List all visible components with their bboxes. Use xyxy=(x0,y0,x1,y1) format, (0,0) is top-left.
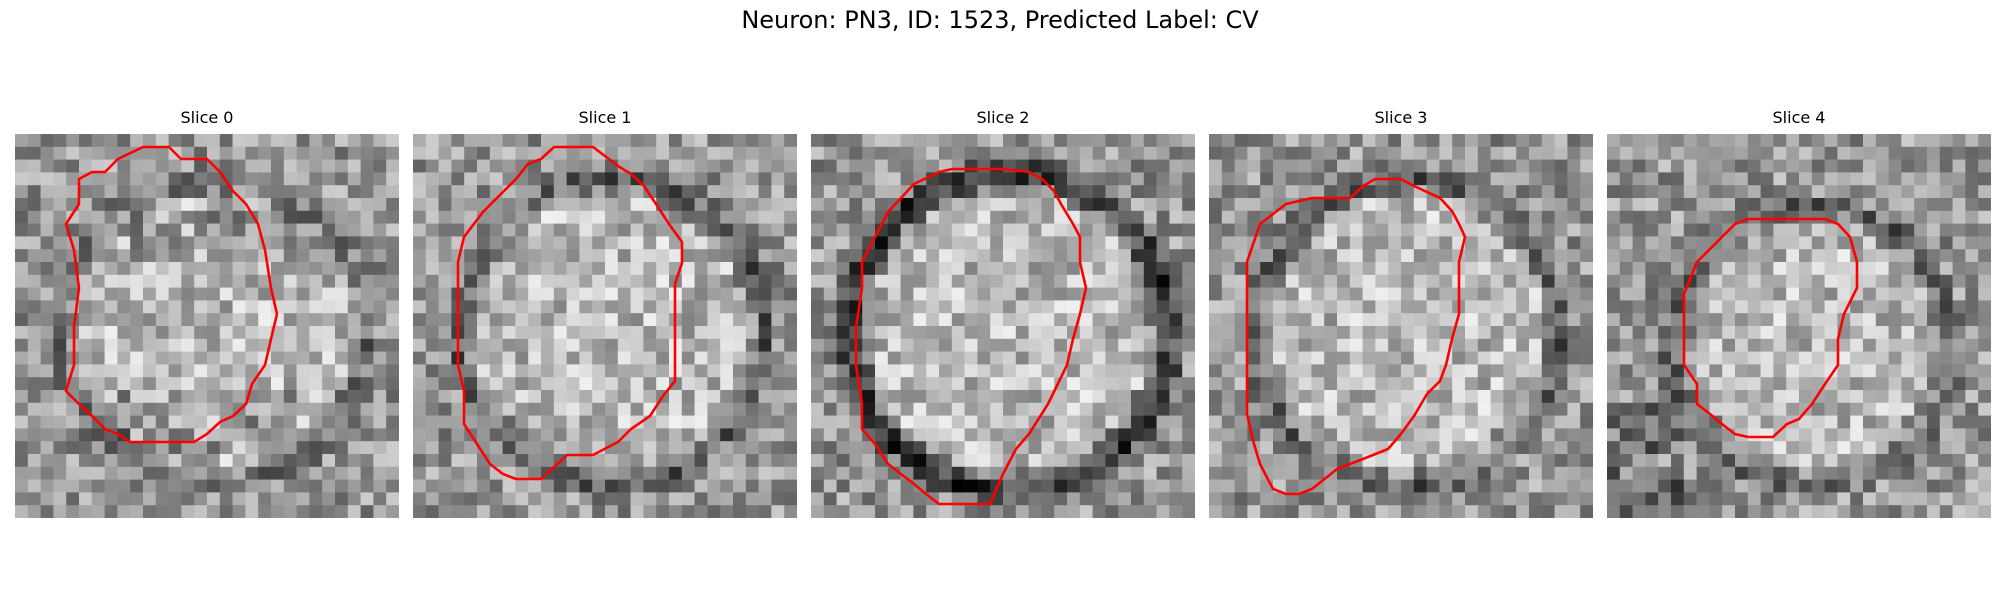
grayscale-pixels xyxy=(1209,134,1593,518)
slice-image xyxy=(811,134,1195,518)
slice-title: Slice 1 xyxy=(413,108,797,127)
grayscale-pixels xyxy=(1607,134,1991,518)
grayscale-pixels xyxy=(15,134,399,518)
slice-image xyxy=(1209,134,1593,518)
slice-image xyxy=(1607,134,1991,518)
slice-title: Slice 2 xyxy=(811,108,1195,127)
figure-title: Neuron: PN3, ID: 1523, Predicted Label: … xyxy=(0,6,2000,34)
slice-image xyxy=(15,134,399,518)
slice-title: Slice 4 xyxy=(1607,108,1991,127)
slice-image xyxy=(413,134,797,518)
grayscale-pixels xyxy=(811,134,1195,518)
grayscale-pixels xyxy=(413,134,797,518)
slice-title: Slice 0 xyxy=(15,108,399,127)
slice-title: Slice 3 xyxy=(1209,108,1593,127)
